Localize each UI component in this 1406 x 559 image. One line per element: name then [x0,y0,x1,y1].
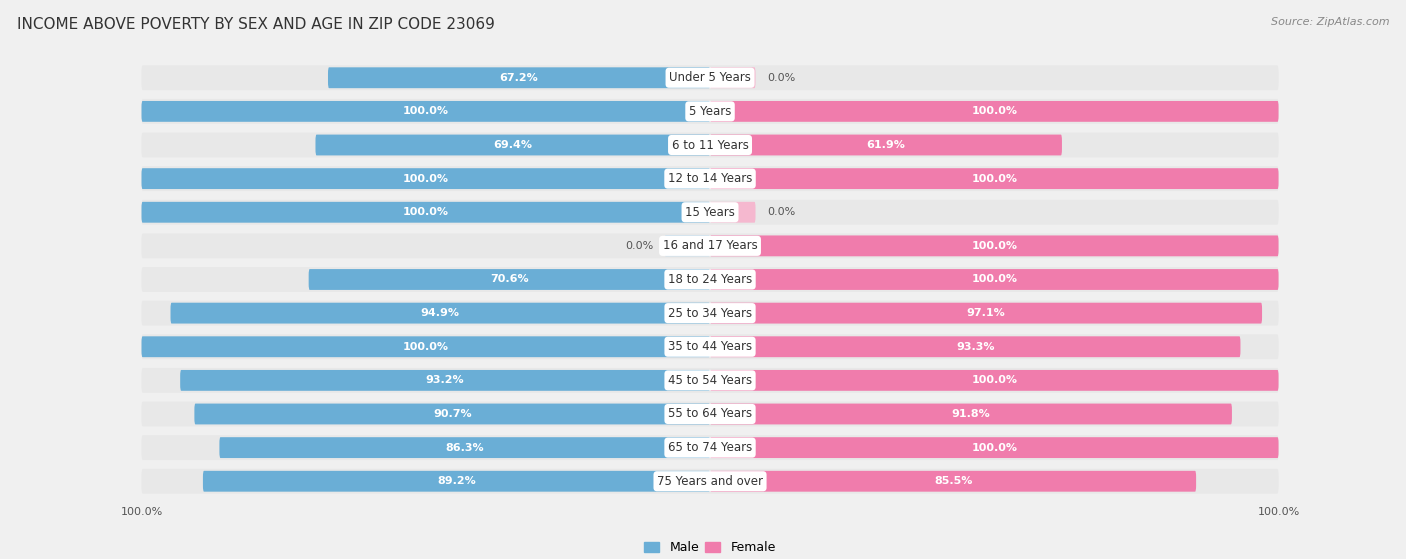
FancyBboxPatch shape [142,234,1278,258]
Text: 18 to 24 Years: 18 to 24 Years [668,273,752,286]
FancyBboxPatch shape [142,301,1278,325]
Text: 100.0%: 100.0% [972,274,1018,285]
Text: 6 to 11 Years: 6 to 11 Years [672,139,748,151]
FancyBboxPatch shape [710,168,1278,189]
Text: 94.9%: 94.9% [420,308,460,318]
FancyBboxPatch shape [710,471,1197,492]
Text: Source: ZipAtlas.com: Source: ZipAtlas.com [1271,17,1389,27]
FancyBboxPatch shape [710,337,1240,357]
FancyBboxPatch shape [142,166,1278,191]
FancyBboxPatch shape [142,168,710,189]
FancyBboxPatch shape [142,99,1278,124]
Text: 67.2%: 67.2% [499,73,538,83]
FancyBboxPatch shape [142,65,1278,90]
Text: 5 Years: 5 Years [689,105,731,118]
FancyBboxPatch shape [142,200,1278,225]
Text: 100.0%: 100.0% [402,106,449,116]
Text: 61.9%: 61.9% [866,140,905,150]
Text: 75 Years and over: 75 Years and over [657,475,763,488]
FancyBboxPatch shape [170,303,710,324]
FancyBboxPatch shape [142,267,1278,292]
FancyBboxPatch shape [142,334,1278,359]
FancyBboxPatch shape [309,269,710,290]
FancyBboxPatch shape [142,401,1278,427]
FancyBboxPatch shape [142,101,710,122]
FancyBboxPatch shape [710,404,1232,424]
Text: 69.4%: 69.4% [494,140,533,150]
Text: 55 to 64 Years: 55 to 64 Years [668,408,752,420]
FancyBboxPatch shape [142,469,1278,494]
FancyBboxPatch shape [710,135,1062,155]
FancyBboxPatch shape [142,368,1278,393]
Text: 90.7%: 90.7% [433,409,471,419]
FancyBboxPatch shape [710,235,1278,256]
FancyBboxPatch shape [194,404,710,424]
Text: 0.0%: 0.0% [766,73,796,83]
FancyBboxPatch shape [142,337,710,357]
FancyBboxPatch shape [328,67,710,88]
Text: 12 to 14 Years: 12 to 14 Years [668,172,752,185]
Text: 100.0%: 100.0% [972,376,1018,385]
FancyBboxPatch shape [180,370,710,391]
FancyBboxPatch shape [142,132,1278,158]
Text: 0.0%: 0.0% [766,207,796,217]
FancyBboxPatch shape [710,370,1278,391]
Text: 100.0%: 100.0% [972,443,1018,453]
Text: 91.8%: 91.8% [952,409,990,419]
FancyBboxPatch shape [665,235,710,256]
FancyBboxPatch shape [202,471,710,492]
Text: 25 to 34 Years: 25 to 34 Years [668,307,752,320]
Text: 0.0%: 0.0% [624,241,654,251]
Text: 86.3%: 86.3% [446,443,484,453]
Text: 70.6%: 70.6% [491,274,529,285]
Text: 100.0%: 100.0% [402,174,449,183]
Text: 97.1%: 97.1% [967,308,1005,318]
Text: 45 to 54 Years: 45 to 54 Years [668,374,752,387]
FancyBboxPatch shape [710,202,755,222]
FancyBboxPatch shape [710,303,1263,324]
Text: 85.5%: 85.5% [934,476,973,486]
FancyBboxPatch shape [710,101,1278,122]
Text: 93.2%: 93.2% [426,376,464,385]
Text: 100.0%: 100.0% [402,207,449,217]
Text: Under 5 Years: Under 5 Years [669,71,751,84]
Text: 93.3%: 93.3% [956,342,994,352]
Text: 100.0%: 100.0% [972,241,1018,251]
Legend: Male, Female: Male, Female [640,537,780,559]
Text: 100.0%: 100.0% [972,174,1018,183]
FancyBboxPatch shape [142,202,710,222]
Text: 16 and 17 Years: 16 and 17 Years [662,239,758,252]
FancyBboxPatch shape [315,135,710,155]
FancyBboxPatch shape [219,437,710,458]
Text: 100.0%: 100.0% [972,106,1018,116]
Text: 35 to 44 Years: 35 to 44 Years [668,340,752,353]
Text: 15 Years: 15 Years [685,206,735,219]
FancyBboxPatch shape [142,435,1278,460]
Text: 89.2%: 89.2% [437,476,475,486]
Text: 65 to 74 Years: 65 to 74 Years [668,441,752,454]
FancyBboxPatch shape [710,67,755,88]
FancyBboxPatch shape [710,269,1278,290]
FancyBboxPatch shape [710,437,1278,458]
Text: INCOME ABOVE POVERTY BY SEX AND AGE IN ZIP CODE 23069: INCOME ABOVE POVERTY BY SEX AND AGE IN Z… [17,17,495,32]
Text: 100.0%: 100.0% [402,342,449,352]
